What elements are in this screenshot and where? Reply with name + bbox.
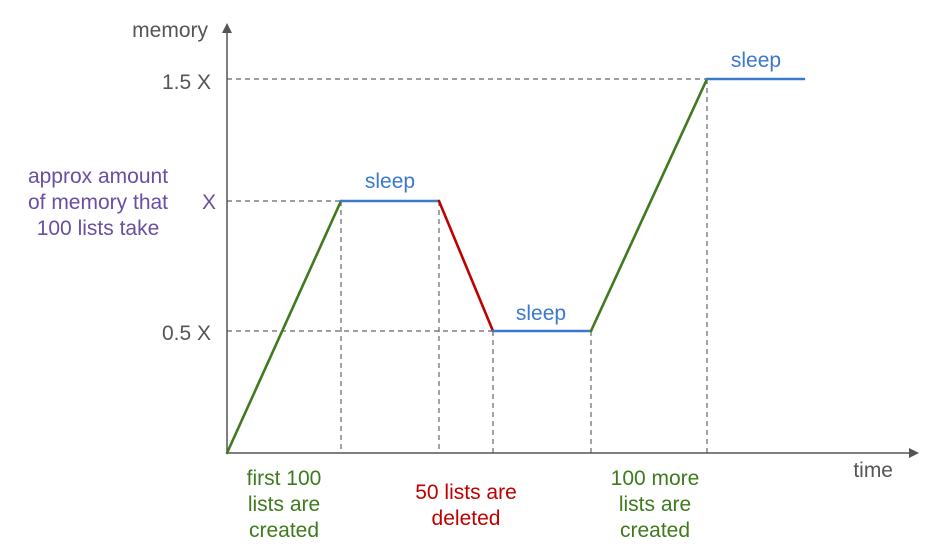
guide-lines [227, 78, 708, 453]
phase-1-line-3: created [249, 519, 319, 542]
y-tick-0-5x: 0.5 X [162, 322, 211, 345]
memory-curve [225, 77, 806, 455]
phase-label-create-100-more: 100 more lists are created [611, 467, 700, 542]
annotation-line-1: approx amount [28, 165, 168, 188]
phase-1-line-2: lists are [248, 493, 320, 516]
phase-label-delete-50: 50 lists are deleted [415, 481, 517, 530]
x-axis-title: time [853, 459, 893, 482]
phase-3-line-2: lists are [619, 493, 691, 516]
y-tick-x: X [202, 191, 216, 214]
sleep-label-1: sleep [365, 170, 415, 193]
memory-annotation: approx amount of memory that 100 lists t… [28, 165, 168, 240]
sleep-label-3: sleep [731, 49, 781, 72]
y-axis-title: memory [132, 19, 208, 42]
annotation-line-3: 100 lists take [37, 217, 160, 240]
segment-growth-1 [225, 199, 343, 455]
phase-3-line-1: 100 more [611, 467, 700, 490]
annotation-line-2: of memory that [28, 191, 168, 214]
phase-1-line-1: first 100 [247, 467, 322, 490]
segment-decline [437, 199, 495, 333]
segment-growth-2 [589, 77, 709, 333]
phase-2-line-1: 50 lists are [415, 481, 517, 504]
phase-2-line-2: deleted [432, 507, 501, 530]
phase-3-line-3: created [620, 519, 690, 542]
sleep-label-2: sleep [516, 302, 566, 325]
phase-label-create-100: first 100 lists are created [247, 467, 322, 542]
y-tick-1-5x: 1.5 X [162, 71, 211, 94]
